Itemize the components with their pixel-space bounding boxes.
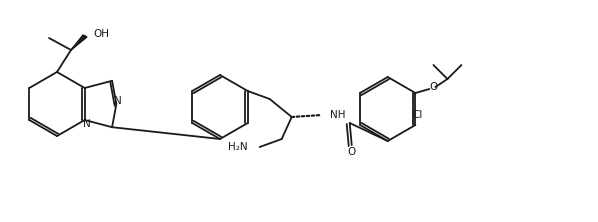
Polygon shape xyxy=(71,35,87,50)
Text: H₂N: H₂N xyxy=(228,142,248,152)
Text: O: O xyxy=(347,147,356,157)
Text: N: N xyxy=(83,119,90,129)
Text: Cl: Cl xyxy=(412,110,423,120)
Text: NH: NH xyxy=(329,110,345,120)
Text: N: N xyxy=(114,96,121,106)
Text: O: O xyxy=(429,82,438,92)
Text: OH: OH xyxy=(93,29,109,39)
